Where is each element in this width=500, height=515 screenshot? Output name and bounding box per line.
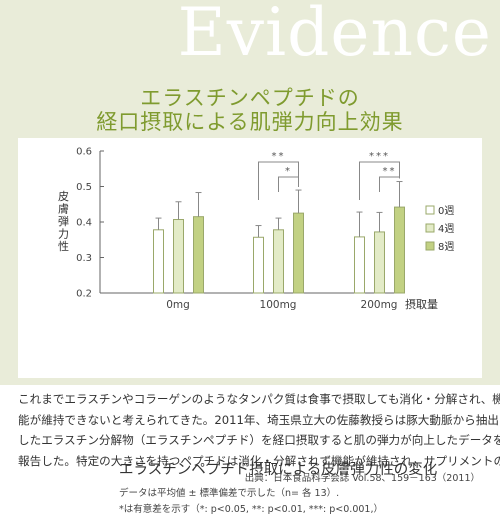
significance-label: *** <box>369 151 390 162</box>
legend-swatch <box>425 205 435 215</box>
y-tick-label: 0.6 <box>76 147 92 158</box>
significance-bracket <box>278 176 299 192</box>
y-tick-label: 0.3 <box>76 253 92 264</box>
chart-note-significance: *は有意差を示す（*: p<0.05, **: p<0.01, ***: p<0… <box>119 504 383 515</box>
body-paragraph: これまでエラスチンやコラーゲンのようなタンパク質は食事で摂取しても消化・分解され… <box>18 389 500 471</box>
body-line: したエラスチン分解物（エラスチンペプチド）を経口摂取すると肌の弾力が向上したデー… <box>18 433 500 447</box>
bar <box>173 219 184 294</box>
y-tick-label: 0.4 <box>76 218 92 229</box>
source-citation: 出典：日本食品科学会誌 Vol.58、159－163（2011） <box>244 473 480 484</box>
significance-bracket <box>258 161 299 200</box>
y-tick-label: 0.5 <box>76 182 92 193</box>
significance-label: ** <box>383 166 397 177</box>
bar <box>354 236 365 294</box>
bar <box>293 212 304 294</box>
body-line: 報告した。特定の大きさを持つペプチドは消化・分解されず機能が維持され、サプリメン… <box>18 453 500 468</box>
title-line-2: 経口摂取による肌弾力向上効果 <box>96 110 404 134</box>
body-line: 能が維持できないと考えられてきた。2011年、埼玉県立大の佐藤教授らは豚大動脈か… <box>18 412 499 427</box>
legend-label: 8週 <box>438 241 454 253</box>
bar <box>273 229 284 294</box>
legend-swatch <box>425 223 435 233</box>
x-axis-label: 摂取量 <box>405 297 438 311</box>
significance-label: ** <box>272 151 286 162</box>
legend-label: 4週 <box>438 223 454 235</box>
x-tick-label: 100mg <box>260 299 297 311</box>
x-tick-label: 200mg <box>361 299 398 311</box>
title-line-1: エラスチンペプチドの <box>140 86 360 110</box>
legend-label: 0週 <box>438 205 454 217</box>
hero: Evidence エラスチンペプチドの 経口摂取による肌弾力向上効果 <box>0 0 500 135</box>
bar <box>153 229 164 294</box>
significance-bracket <box>379 176 400 192</box>
body-line: これまでエラスチンやコラーゲンのようなタンパク質は食事で摂取しても消化・分解され… <box>18 392 500 406</box>
bar <box>193 216 204 294</box>
bar <box>253 236 264 294</box>
bar <box>394 206 405 294</box>
chart-caption: エラスチンペプチド摂取による皮膚弾力性の変化 <box>119 462 438 478</box>
x-tick-label: 0mg <box>166 299 190 311</box>
legend-swatch <box>425 241 435 251</box>
evidence-heading: Evidence <box>177 0 492 71</box>
bar <box>374 231 385 294</box>
significance-bracket <box>359 161 400 200</box>
y-tick-label: 0.2 <box>76 289 92 300</box>
chart-note-data: データは平均値 ± 標準偏差で示した（n= 各 13）. <box>119 488 340 499</box>
chart-card: 0.2 0.3 0.4 0.5 0.6 皮膚弾力性 0mg 100mg 200mg 摂取量 ** * *… <box>18 138 482 515</box>
significance-label: * <box>285 166 292 177</box>
y-axis-label: 皮膚弾力性 <box>58 190 69 253</box>
